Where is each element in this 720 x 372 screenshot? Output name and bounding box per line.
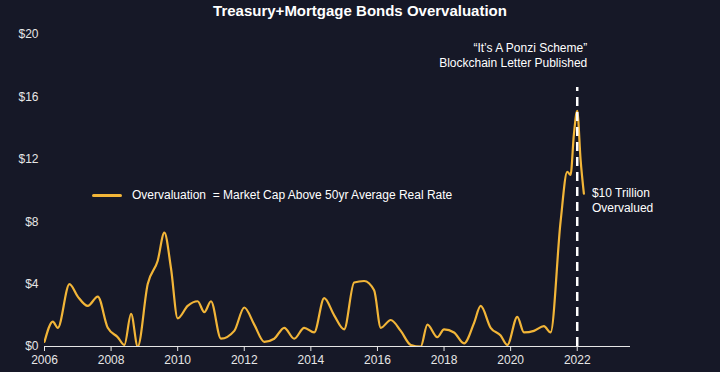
svg-text:$0: $0: [25, 339, 39, 353]
svg-text:2010: 2010: [164, 353, 191, 367]
svg-text:$10 TrillionOvervalued: $10 TrillionOvervalued: [592, 186, 653, 216]
svg-text:2012: 2012: [231, 353, 258, 367]
svg-text:2008: 2008: [98, 353, 125, 367]
svg-text:2020: 2020: [497, 353, 524, 367]
svg-text:2006: 2006: [31, 353, 58, 367]
svg-text:$12: $12: [18, 152, 38, 166]
svg-text:2018: 2018: [431, 353, 458, 367]
svg-text:2022: 2022: [564, 353, 591, 367]
svg-text:$4: $4: [25, 277, 39, 291]
svg-text:2016: 2016: [364, 353, 391, 367]
svg-text:$16: $16: [18, 90, 38, 104]
svg-text:2014: 2014: [298, 353, 325, 367]
svg-text:$8: $8: [25, 215, 39, 229]
svg-text:“It’s A Ponzi Scheme”Blockchai: “It’s A Ponzi Scheme”Blockchain Letter P…: [439, 41, 587, 71]
html-text:Overvaluation = Market Cap Abo: Overvaluation = Market Cap Above 50yr Av…: [132, 188, 453, 202]
html-text:Treasury+Mortgage Bonds Overva: Treasury+Mortgage Bonds Overvaluation: [213, 2, 507, 19]
svg-text:$20: $20: [18, 27, 38, 41]
